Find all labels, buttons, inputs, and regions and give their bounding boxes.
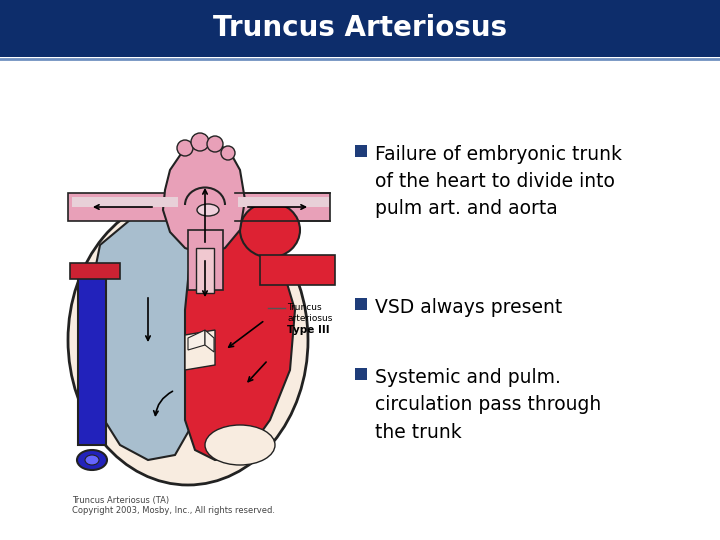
Polygon shape — [163, 140, 245, 255]
Text: VSD always present: VSD always present — [375, 298, 562, 317]
Polygon shape — [188, 330, 205, 350]
Bar — [188, 230, 223, 290]
Text: Truncus
arteriosus: Truncus arteriosus — [287, 303, 333, 323]
Ellipse shape — [177, 140, 193, 156]
Ellipse shape — [191, 133, 209, 151]
Bar — [196, 248, 214, 293]
Polygon shape — [185, 330, 215, 370]
Text: Systemic and pulm.
circulation pass through
the trunk: Systemic and pulm. circulation pass thro… — [375, 368, 601, 442]
Polygon shape — [185, 220, 295, 460]
Bar — [260, 255, 335, 285]
Ellipse shape — [68, 195, 308, 485]
Text: Failure of embryonic trunk
of the heart to divide into
pulm art. and aorta: Failure of embryonic trunk of the heart … — [375, 145, 622, 219]
Text: Type III: Type III — [287, 325, 330, 335]
Bar — [68, 193, 178, 221]
Bar — [72, 197, 178, 207]
Ellipse shape — [240, 202, 300, 258]
Polygon shape — [85, 215, 215, 460]
Bar — [235, 193, 330, 221]
Bar — [78, 265, 106, 445]
Bar — [355, 368, 367, 380]
Text: Truncus Arteriosus: Truncus Arteriosus — [213, 15, 507, 42]
Polygon shape — [205, 330, 214, 352]
Bar — [355, 145, 367, 157]
Text: Truncus Arteriosus (TA): Truncus Arteriosus (TA) — [72, 496, 169, 505]
Ellipse shape — [85, 455, 99, 465]
Ellipse shape — [77, 450, 107, 470]
Bar — [0, 0, 720, 57]
Bar — [70, 263, 120, 279]
Bar — [238, 197, 329, 207]
Ellipse shape — [221, 146, 235, 160]
Text: Copyright 2003, Mosby, Inc., All rights reserved.: Copyright 2003, Mosby, Inc., All rights … — [72, 506, 275, 515]
Ellipse shape — [205, 425, 275, 465]
Bar — [355, 298, 367, 310]
Ellipse shape — [197, 204, 219, 216]
Ellipse shape — [207, 136, 223, 152]
